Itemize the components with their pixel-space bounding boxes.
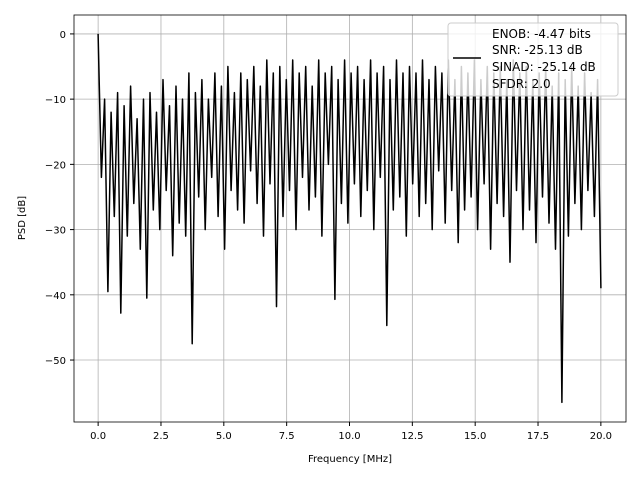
y-tick-label: −50 xyxy=(45,356,66,367)
x-tick-label: 5.0 xyxy=(216,431,232,442)
y-axis-label: PSD [dB] xyxy=(17,196,28,240)
y-tick-label: −10 xyxy=(45,95,66,106)
y-tick-label: −30 xyxy=(45,226,66,237)
y-tick-label: 0 xyxy=(60,30,66,41)
legend-enob: ENOB: -4.47 bits xyxy=(492,27,591,41)
x-tick-label: 15.0 xyxy=(464,431,486,442)
legend-sfdr: SFDR: 2.0 xyxy=(492,77,551,91)
psd-line xyxy=(97,33,602,404)
x-tick-label: 2.5 xyxy=(153,431,169,442)
x-tick-label: 7.5 xyxy=(279,431,295,442)
legend: ENOB: -4.47 bits SNR: -25.13 dB SINAD: -… xyxy=(447,22,619,97)
x-tick-label: 10.0 xyxy=(338,431,360,442)
x-tick-label: 12.5 xyxy=(401,431,423,442)
axes-frame xyxy=(73,14,627,423)
x-tick-label: 0.0 xyxy=(90,431,106,442)
x-axis-label: Frequency [MHz] xyxy=(308,454,392,465)
y-tick-label: −20 xyxy=(45,160,66,171)
x-tick-label: 20.0 xyxy=(590,431,612,442)
legend-sinad: SINAD: -25.14 dB xyxy=(492,60,596,74)
legend-snr: SNR: -25.13 dB xyxy=(492,43,583,57)
y-tick-label: −40 xyxy=(45,291,66,302)
x-tick-label: 17.5 xyxy=(527,431,549,442)
